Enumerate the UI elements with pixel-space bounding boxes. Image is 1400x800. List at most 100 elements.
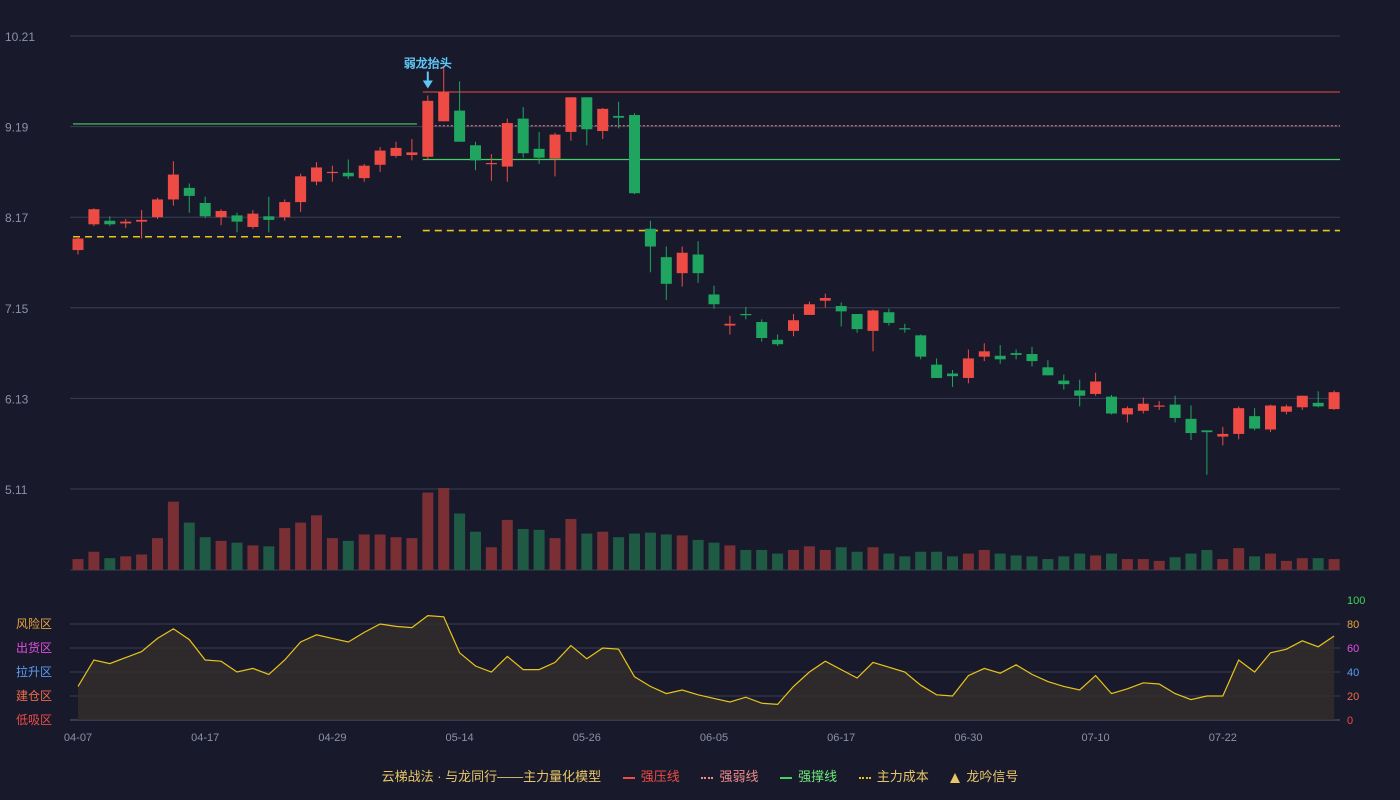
volume-bar [1249,556,1261,570]
candle-body [708,294,720,305]
volume-bar [1026,556,1038,570]
candle-body [613,115,625,118]
candle-body [1042,367,1054,376]
candle-body [1296,395,1308,408]
candle-body [1074,390,1086,396]
volume-bar [1090,555,1102,570]
candle-body [1121,408,1133,415]
candle-body [883,312,895,323]
volume-bar [1058,556,1070,570]
volume-bars [72,488,1340,570]
candle-body [501,123,513,167]
volume-bar [374,534,386,570]
volume-bar [406,538,418,570]
candle-body [788,320,799,331]
volume-bar [533,529,545,570]
volume-bar [326,538,338,570]
volume-bar [485,547,497,570]
candle-body [1169,404,1181,418]
date-tick-label: 07-10 [1082,732,1110,744]
volume-bar [501,519,513,570]
candle-body [342,172,354,177]
price-tick-label: 8.17 [5,211,29,225]
volume-bar [1153,560,1165,570]
legend: 云梯战法 · 与龙同行——主力量化模型 强压线 强弱线 强撑线 主力成本 龙吟信… [0,766,1400,785]
candle-body [597,108,609,132]
candle-body [899,328,911,330]
zone-label: 出货区 [16,640,52,655]
legend-item-pressure[interactable]: 强压线 [622,766,680,785]
volume-bar [708,542,720,570]
legend-item-signal[interactable]: 龙吟信号 [950,766,1018,785]
volume-bar [851,551,863,570]
candle-body [660,257,672,284]
candle-body [1328,392,1340,410]
candle-body [295,176,307,203]
volume-bar [772,553,784,570]
legend-item-weak[interactable]: 强弱线 [701,766,758,785]
signal-arrow-icon [422,80,433,89]
candle-body [406,152,418,156]
date-tick-label: 05-26 [573,732,601,744]
legend-swatch-cost [858,776,871,779]
volume-bar [644,532,656,570]
volume-bar [215,540,227,570]
volume-bar [422,492,434,570]
date-tick-label: 06-30 [954,732,982,744]
reference-lines [73,91,1340,238]
volume-bar [947,556,958,570]
volume-bar [1137,559,1149,570]
candle-body [1233,408,1245,434]
candle-body [565,97,577,132]
volume-bar [629,533,640,570]
candle-body [931,364,943,378]
volume-bar [899,556,911,570]
candle-body [867,310,879,331]
volume-bar [311,515,322,570]
volume-bar [1121,559,1133,570]
candle-body [438,91,450,122]
osc-tick-label: 100 [1347,595,1365,607]
axis-labels: 10.21 9.19 8.17 7.15 6.13 5.11 0 20 40 60 80 100 风险区… [5,30,1365,744]
volume-bar [1328,559,1340,570]
volume-bar [1185,553,1197,570]
date-tick-label: 04-17 [191,732,219,744]
volume-bar [1201,549,1213,570]
volume-bar [867,547,879,570]
volume-bar [1010,555,1022,570]
candle-body [644,228,656,247]
volume-bar [1042,559,1054,570]
volume-bar [994,553,1006,570]
volume-bar [120,556,132,570]
volume-bar [279,528,291,570]
candle-body [1280,406,1292,412]
legend-item-support[interactable]: 强撑线 [780,766,837,785]
legend-item-cost[interactable]: 主力成本 [858,766,929,785]
volume-bar [438,488,450,570]
candle-body [470,145,481,161]
candle-body [279,202,291,218]
candle-body [1185,418,1197,434]
candle-body [422,100,434,157]
date-tick-label: 06-05 [700,732,728,744]
candle-body [454,110,466,142]
volume-bar [1280,560,1292,570]
candle-body [517,118,529,154]
candle-body [772,339,784,345]
price-tick-label: 6.13 [5,392,29,406]
legend-swatch-support [780,776,793,779]
osc-tick-label: 20 [1347,691,1359,703]
volume-bar [962,553,974,570]
candle-body [1137,403,1149,411]
candle-body [724,323,736,326]
price-tick-label: 10.21 [5,30,35,44]
candle-body [629,115,640,194]
candle-body [231,215,243,222]
signals: 弱龙抬头 [404,56,452,89]
candles [72,67,1340,475]
candle-body [1249,416,1261,429]
volume-bar [152,538,163,570]
candle-body [72,238,84,251]
candle-body [1265,405,1276,430]
legend-title: 云梯战法 · 与龙同行——主力量化模型 [381,769,602,784]
